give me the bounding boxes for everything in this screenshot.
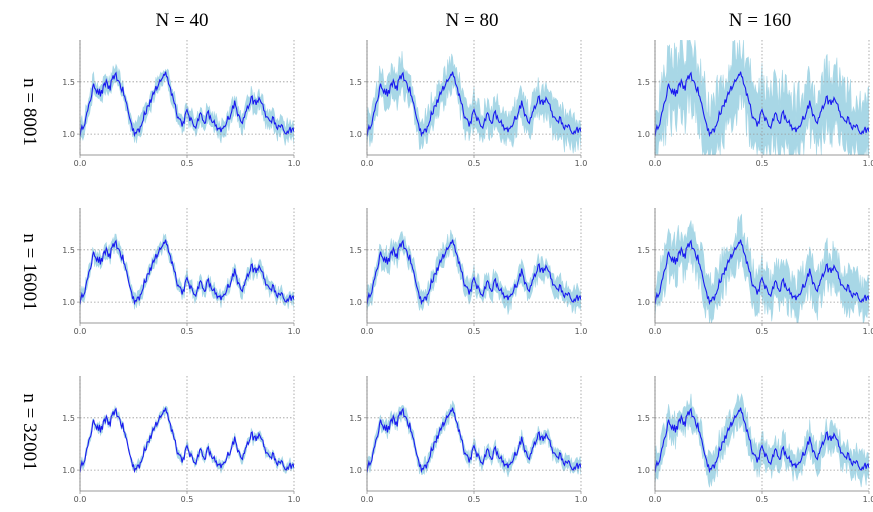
x-tick-label: 0.0 <box>361 327 374 336</box>
column-title-n40: N = 40 <box>156 10 209 31</box>
confidence-band <box>367 51 581 154</box>
y-tick-label: 1.5 <box>349 78 362 87</box>
confidence-band <box>80 63 294 146</box>
estimate-line <box>655 71 869 138</box>
y-tick-label: 1.0 <box>349 298 362 307</box>
x-tick-label: 0.5 <box>181 327 194 336</box>
y-tick-label: 1.0 <box>349 466 362 475</box>
estimate-line <box>655 239 869 306</box>
y-tick-label: 1.0 <box>62 130 75 139</box>
x-tick-label: 0.0 <box>361 495 374 504</box>
x-tick-label: 1.0 <box>863 159 873 168</box>
panel-n16001-N40: 0.0 0.5 1.0 1.0 1.5 <box>62 208 300 336</box>
column-title-n160: N = 160 <box>729 10 791 31</box>
x-tick-label: 1.0 <box>575 327 588 336</box>
y-tick-label: 1.0 <box>62 466 75 475</box>
estimate-line <box>367 71 581 138</box>
y-tick-label: 1.5 <box>637 246 650 255</box>
row-title-n8001: n = 8001 <box>19 78 40 146</box>
panel-n8001-N40: 0.0 0.5 1.0 1.0 1.5 <box>62 40 300 168</box>
panel-n16001-N80: 0.0 0.5 1.0 1.0 1.5 <box>349 208 587 336</box>
x-tick-label: 0.0 <box>74 495 87 504</box>
x-tick-label: 0.5 <box>756 327 769 336</box>
y-tick-label: 1.5 <box>637 78 650 87</box>
x-tick-label: 0.5 <box>468 159 481 168</box>
x-tick-label: 1.0 <box>863 495 873 504</box>
panel-n8001-N80: 0.0 0.5 1.0 1.0 1.5 <box>349 40 587 168</box>
x-tick-label: 0.0 <box>74 327 87 336</box>
x-tick-label: 1.0 <box>863 327 873 336</box>
y-tick-label: 1.5 <box>349 414 362 423</box>
panel-n32001-N80: 0.0 0.5 1.0 1.0 1.5 <box>349 376 587 504</box>
x-tick-label: 0.5 <box>468 327 481 336</box>
y-tick-label: 1.0 <box>349 130 362 139</box>
x-tick-label: 0.0 <box>649 327 662 336</box>
x-tick-label: 0.5 <box>756 495 769 504</box>
column-title-n80: N = 80 <box>446 10 499 31</box>
x-tick-label: 0.0 <box>649 159 662 168</box>
plot-grid: 0.0 0.5 1.0 1.0 1.5 0.0 0.5 1.0 1.0 1.5 0.0 0.5 1.0 1… <box>62 40 873 504</box>
estimate-line <box>655 407 869 474</box>
y-tick-label: 1.5 <box>62 414 75 423</box>
panel-n32001-N40: 0.0 0.5 1.0 1.0 1.5 <box>62 376 300 504</box>
panel-n32001-N160: 0.0 0.5 1.0 1.0 1.5 <box>637 376 873 504</box>
x-tick-label: 1.0 <box>288 159 301 168</box>
estimate-line <box>367 407 581 474</box>
row-title-n16001: n = 16001 <box>19 233 40 310</box>
panel-n8001-N160: 0.0 0.5 1.0 1.0 1.5 <box>637 40 873 168</box>
y-tick-label: 1.5 <box>62 78 75 87</box>
x-tick-label: 0.5 <box>468 495 481 504</box>
x-tick-label: 1.0 <box>288 327 301 336</box>
confidence-band <box>655 393 869 488</box>
x-tick-label: 0.5 <box>181 159 194 168</box>
x-tick-label: 1.0 <box>575 159 588 168</box>
x-tick-label: 1.0 <box>575 495 588 504</box>
x-tick-label: 1.0 <box>288 495 301 504</box>
x-tick-label: 0.0 <box>649 495 662 504</box>
x-tick-label: 0.5 <box>181 495 194 504</box>
y-tick-label: 1.0 <box>62 298 75 307</box>
x-tick-label: 0.5 <box>756 159 769 168</box>
y-tick-label: 1.0 <box>637 298 650 307</box>
estimate-line <box>80 71 294 138</box>
y-tick-label: 1.5 <box>349 246 362 255</box>
y-tick-label: 1.0 <box>637 130 650 139</box>
y-tick-label: 1.5 <box>637 414 650 423</box>
row-title-n32001: n = 32001 <box>19 393 40 470</box>
estimate-line <box>80 239 294 306</box>
x-tick-label: 0.0 <box>361 159 374 168</box>
panel-n16001-N160: 0.0 0.5 1.0 1.0 1.5 <box>637 208 873 336</box>
x-tick-label: 0.0 <box>74 159 87 168</box>
y-tick-label: 1.0 <box>637 466 650 475</box>
estimate-line <box>367 239 581 306</box>
y-tick-label: 1.5 <box>62 246 75 255</box>
estimate-line <box>80 407 294 474</box>
